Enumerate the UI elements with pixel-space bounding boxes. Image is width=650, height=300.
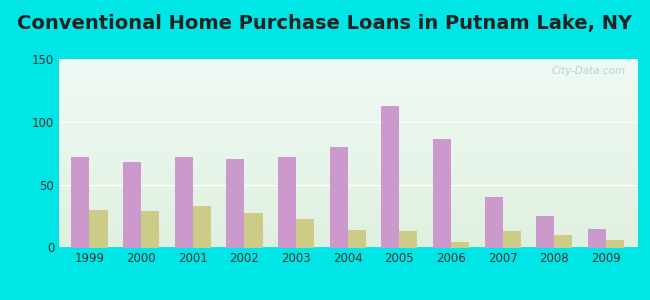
Text: Conventional Home Purchase Loans in Putnam Lake, NY: Conventional Home Purchase Loans in Putn… xyxy=(18,14,632,32)
Bar xyxy=(226,159,244,248)
Text: City-Data.com: City-Data.com xyxy=(551,66,625,76)
Bar xyxy=(382,106,399,248)
Bar xyxy=(485,197,502,248)
Bar xyxy=(123,162,141,248)
Bar xyxy=(433,139,451,248)
Bar xyxy=(141,211,159,247)
Bar xyxy=(72,157,90,248)
Bar xyxy=(175,157,193,248)
Bar xyxy=(244,214,263,248)
Bar xyxy=(278,157,296,248)
Bar xyxy=(536,216,554,248)
Bar xyxy=(588,229,606,247)
Bar xyxy=(90,210,107,248)
Bar xyxy=(348,230,366,248)
Bar xyxy=(330,147,348,247)
Bar xyxy=(451,242,469,247)
Bar xyxy=(606,240,624,247)
Bar xyxy=(193,206,211,247)
Bar xyxy=(502,231,521,247)
Bar xyxy=(296,218,314,248)
Bar xyxy=(554,235,573,247)
Bar xyxy=(399,231,417,247)
